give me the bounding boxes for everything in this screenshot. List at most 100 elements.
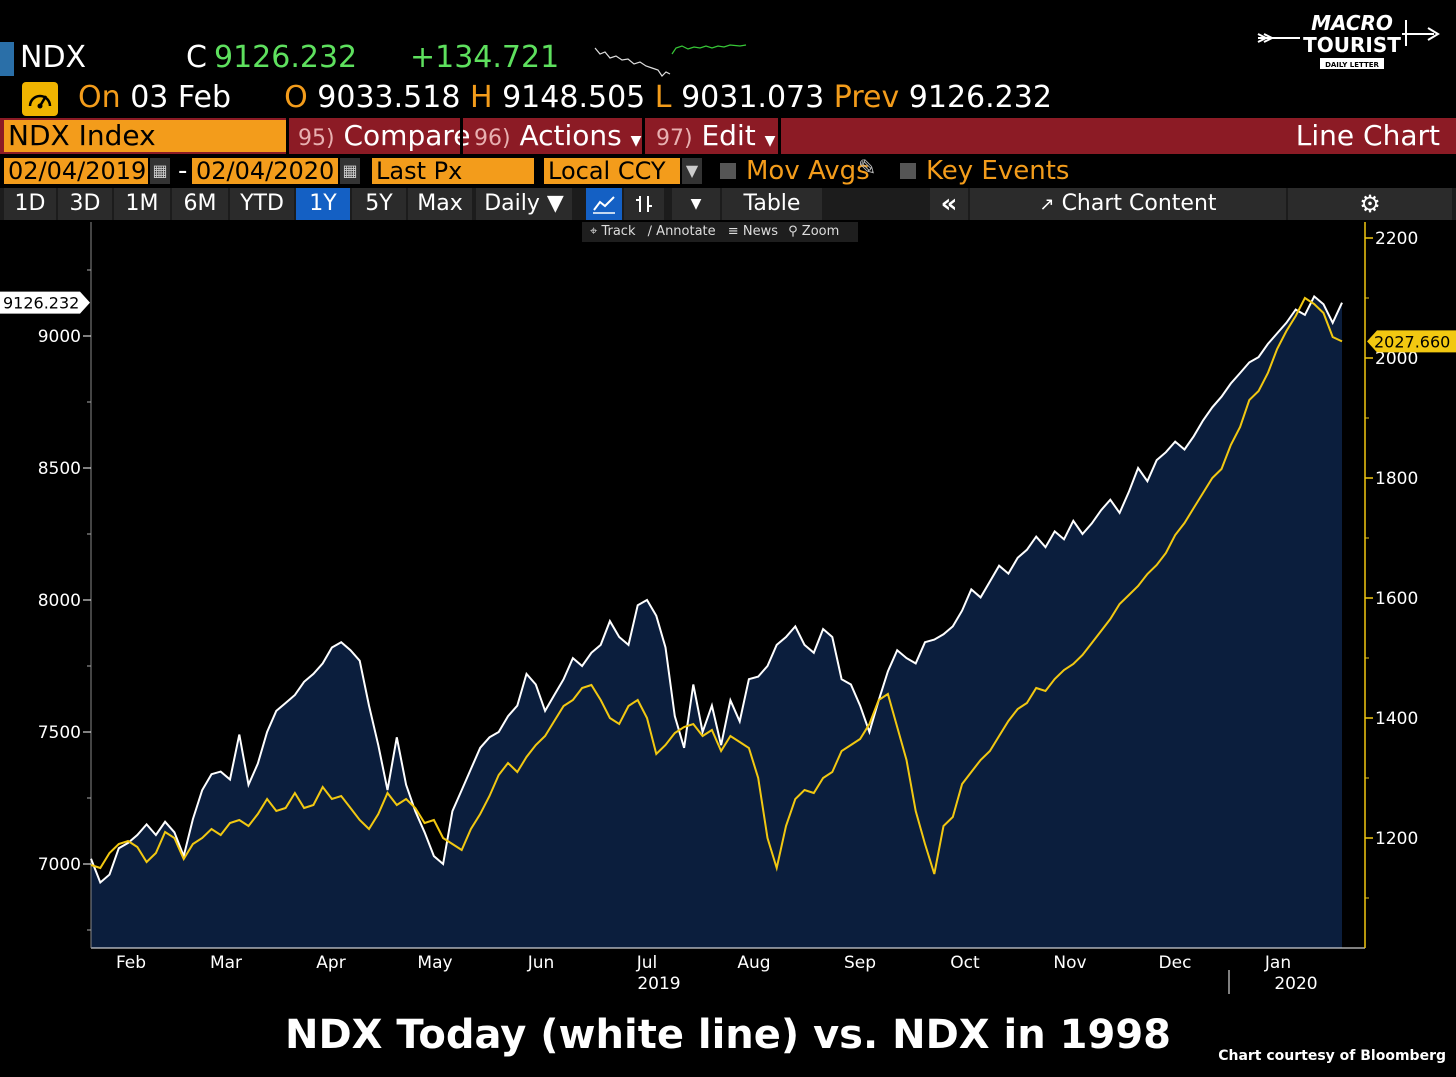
edit-dropdown-icon: ▼ <box>764 133 776 149</box>
calendar-icon[interactable]: ▦ <box>340 158 360 184</box>
right-tick-label: 2000 <box>1375 349 1418 369</box>
period-button-ytd[interactable]: YTD <box>230 188 294 220</box>
date-range-separator: - <box>178 156 188 186</box>
x-tick-label: Aug <box>737 953 770 973</box>
left-tick-label: 7000 <box>38 855 81 875</box>
edit-number: 97) <box>656 126 693 151</box>
right-tick-label: 1600 <box>1375 589 1418 609</box>
compare-label: Compare <box>343 119 471 152</box>
chevron-down-icon[interactable]: ▼ <box>682 158 702 184</box>
annotate-icon[interactable]: ∕ <box>647 224 653 239</box>
open-label: O <box>284 80 308 115</box>
toolbar-divider <box>642 118 645 154</box>
toolbar-divider <box>460 118 463 154</box>
actions-label: Actions <box>519 119 622 152</box>
logo-line-3: DAILY LETTER <box>1325 61 1379 69</box>
calendar-icon[interactable]: ▦ <box>150 158 170 184</box>
yellow-series-line <box>90 296 1343 875</box>
zoom-icon[interactable]: ⚲ <box>788 224 798 239</box>
sparkline-prev-day <box>594 47 671 77</box>
on-label: On <box>78 80 121 115</box>
period-button-5y[interactable]: 5Y <box>352 188 406 220</box>
chart-content-icon: ↗ <box>1039 194 1055 215</box>
key-events-checkbox[interactable] <box>900 163 916 179</box>
close-value: 9126.232 <box>214 40 358 75</box>
field-select[interactable]: Last Px <box>372 158 534 184</box>
x-tick-label: Jun <box>527 953 555 973</box>
gear-icon[interactable]: ⚙ <box>1288 188 1452 220</box>
x-tick-label: May <box>417 953 452 973</box>
toolbar-divider <box>778 118 781 154</box>
intraday-sparkline <box>594 44 747 77</box>
ohlc-row: On 03 Feb O 9033.518 H 9148.505 L 9031.0… <box>78 80 1052 115</box>
line-chart[interactable]: 7000 7500 8000 8500 9000 1200 1400 1600 1800 2000… <box>0 0 1456 1010</box>
left-tick-label: 9000 <box>38 327 81 347</box>
x-tick-label: Apr <box>316 953 345 973</box>
white-series-line <box>90 294 1343 885</box>
chart-style-dropdown-icon[interactable]: ▼ <box>672 188 720 220</box>
end-date-input[interactable]: 02/04/2020 <box>192 158 338 184</box>
period-button-max[interactable]: Max <box>408 188 472 220</box>
security-marker <box>0 42 14 76</box>
logo-banner <box>1320 58 1384 69</box>
logo-line-1: MACRO <box>1311 11 1393 35</box>
chart-title: NDX Today (white line) vs. NDX in 1998 <box>284 1012 1171 1058</box>
chart-content-button[interactable]: ↗ Chart Content <box>970 188 1286 220</box>
logo-line-2: TOURIST <box>1303 33 1401 57</box>
prev-value: 9126.232 <box>908 80 1052 115</box>
ticker-symbol[interactable]: NDX <box>20 40 87 75</box>
frequency-select[interactable]: Daily ▼ <box>476 188 572 220</box>
compare-button[interactable]: 95) Compare <box>298 118 471 154</box>
track-tool[interactable]: Track <box>601 224 636 239</box>
key-events-label: Key Events <box>926 156 1070 186</box>
mov-avgs-label: Mov Avgs <box>746 156 870 186</box>
x-tick-label: Sep <box>844 953 876 973</box>
left-last-value-label: 9126.232 <box>3 294 79 313</box>
period-button-1d[interactable]: 1D <box>4 188 56 220</box>
mov-avgs-checkbox[interactable] <box>720 163 736 179</box>
right-last-value-label: 2027.660 <box>1374 332 1450 351</box>
security-field[interactable]: NDX Index <box>4 120 286 152</box>
right-tick-label: 2200 <box>1375 229 1418 249</box>
edit-label: Edit <box>701 119 756 152</box>
chart-content-label: Chart Content <box>1061 191 1217 216</box>
start-date-input[interactable]: 02/04/2019 <box>4 158 148 184</box>
actions-menu[interactable]: 96) Actions ▼ <box>474 118 641 154</box>
right-tick-label: 1400 <box>1375 709 1418 729</box>
source-note: Chart courtesy of Bloomberg <box>1218 1048 1446 1064</box>
actions-dropdown-icon: ▼ <box>630 133 642 149</box>
news-icon[interactable]: ≡ <box>727 224 739 239</box>
news-tool[interactable]: News <box>742 224 778 239</box>
right-last-value-tag <box>1367 330 1456 353</box>
logo-arrow-head <box>1427 27 1440 41</box>
left-tick-label: 7500 <box>38 723 81 743</box>
toolbar-divider <box>286 118 289 154</box>
pencil-icon[interactable]: ✎ <box>858 156 877 181</box>
x-tick-label: Jul <box>636 953 658 973</box>
edit-menu[interactable]: 97) Edit ▼ <box>656 118 775 154</box>
compare-number: 95) <box>298 126 335 151</box>
low-value: 9031.073 <box>681 80 825 115</box>
axes-layer: 7000 7500 8000 8500 9000 1200 1400 1600 1800 2000… <box>38 222 1418 994</box>
x-tick-label: Mar <box>210 953 242 973</box>
annotate-tool[interactable]: Annotate <box>656 224 716 239</box>
crosshair-icon[interactable]: ⌖ <box>590 224 598 239</box>
table-button[interactable]: Table <box>722 188 822 220</box>
period-button-3d[interactable]: 3D <box>58 188 112 220</box>
currency-select[interactable]: Local CCY <box>544 158 680 184</box>
period-button-6m[interactable]: 6M <box>172 188 228 220</box>
area-fill-white-series <box>91 296 1342 948</box>
line-chart-icon[interactable] <box>586 188 622 220</box>
quote-date: 03 Feb <box>130 80 232 115</box>
speedometer-icon[interactable] <box>22 82 58 116</box>
bar-chart-icon[interactable] <box>624 188 664 220</box>
area-layer <box>91 296 1342 948</box>
zoom-tool[interactable]: Zoom <box>801 224 840 239</box>
macro-tourist-logo: MACRO TOURIST DAILY LETTER <box>1257 11 1440 69</box>
year-label-2020: 2020 <box>1274 974 1317 994</box>
period-button-1m[interactable]: 1M <box>114 188 170 220</box>
high-label: H <box>469 80 493 115</box>
period-button-1y[interactable]: 1Y <box>296 188 350 220</box>
collapse-left-icon[interactable]: « <box>930 188 968 220</box>
year-label-2019: 2019 <box>637 974 680 994</box>
